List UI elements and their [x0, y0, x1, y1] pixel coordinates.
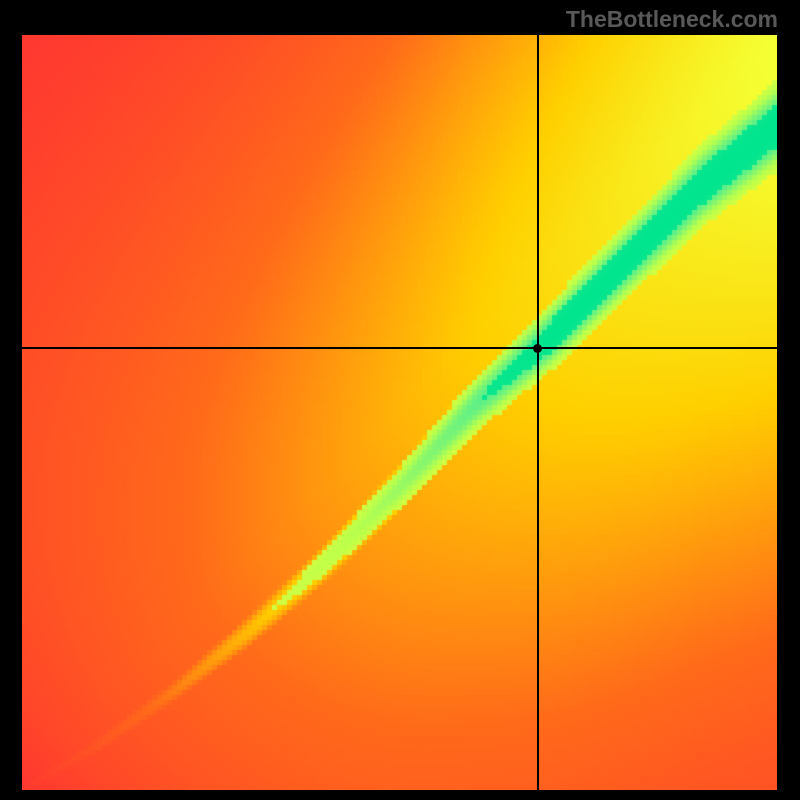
watermark-text: TheBottleneck.com	[566, 6, 778, 33]
crosshair-dot	[533, 344, 542, 353]
crosshair-vertical	[537, 35, 539, 790]
heatmap-canvas	[22, 35, 777, 790]
chart-container: TheBottleneck.com	[0, 0, 800, 800]
crosshair-horizontal	[22, 347, 777, 349]
